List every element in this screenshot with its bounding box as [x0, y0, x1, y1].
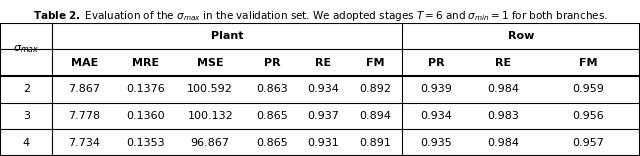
Text: MRE: MRE [132, 58, 159, 68]
Text: 0.934: 0.934 [420, 111, 452, 121]
Text: RE: RE [495, 58, 511, 68]
Text: 0.1360: 0.1360 [126, 111, 164, 121]
Text: 0.1353: 0.1353 [126, 138, 164, 148]
Text: 7.778: 7.778 [68, 111, 100, 121]
Text: RE: RE [315, 58, 332, 68]
Text: 7.734: 7.734 [68, 138, 100, 148]
Text: 0.959: 0.959 [572, 84, 604, 94]
Text: 0.1376: 0.1376 [126, 84, 164, 94]
Text: 100.592: 100.592 [188, 84, 233, 94]
Text: 7.867: 7.867 [68, 84, 100, 94]
Text: FM: FM [366, 58, 385, 68]
Text: 0.984: 0.984 [488, 138, 520, 148]
Text: MAE: MAE [71, 58, 98, 68]
Text: FM: FM [579, 58, 597, 68]
Text: 0.939: 0.939 [420, 84, 452, 94]
Text: Plant: Plant [211, 31, 243, 41]
Text: 0.983: 0.983 [488, 111, 519, 121]
Text: 0.891: 0.891 [360, 138, 391, 148]
Text: 0.984: 0.984 [488, 84, 520, 94]
Text: PR: PR [264, 58, 280, 68]
Text: 0.956: 0.956 [572, 111, 604, 121]
Text: Row: Row [508, 31, 534, 41]
Text: 3: 3 [23, 111, 29, 121]
Text: 0.937: 0.937 [307, 111, 339, 121]
Text: 0.894: 0.894 [360, 111, 392, 121]
Text: 100.132: 100.132 [188, 111, 233, 121]
Text: 96.867: 96.867 [191, 138, 230, 148]
Text: $\sigma_{max}$: $\sigma_{max}$ [13, 43, 39, 55]
Text: 0.957: 0.957 [572, 138, 604, 148]
Text: 0.865: 0.865 [256, 111, 288, 121]
Text: 4: 4 [22, 138, 30, 148]
Text: 0.934: 0.934 [307, 84, 339, 94]
Text: $\mathbf{Table\ 2.}$ Evaluation of the $\sigma_{max}$ in the validation set. We : $\mathbf{Table\ 2.}$ Evaluation of the $… [33, 9, 607, 23]
Text: 0.865: 0.865 [256, 138, 288, 148]
Text: 0.892: 0.892 [360, 84, 392, 94]
Text: MSE: MSE [197, 58, 223, 68]
Text: 0.935: 0.935 [420, 138, 452, 148]
Text: 0.931: 0.931 [307, 138, 339, 148]
Text: PR: PR [428, 58, 444, 68]
Text: 2: 2 [22, 84, 30, 94]
Text: 0.863: 0.863 [256, 84, 288, 94]
